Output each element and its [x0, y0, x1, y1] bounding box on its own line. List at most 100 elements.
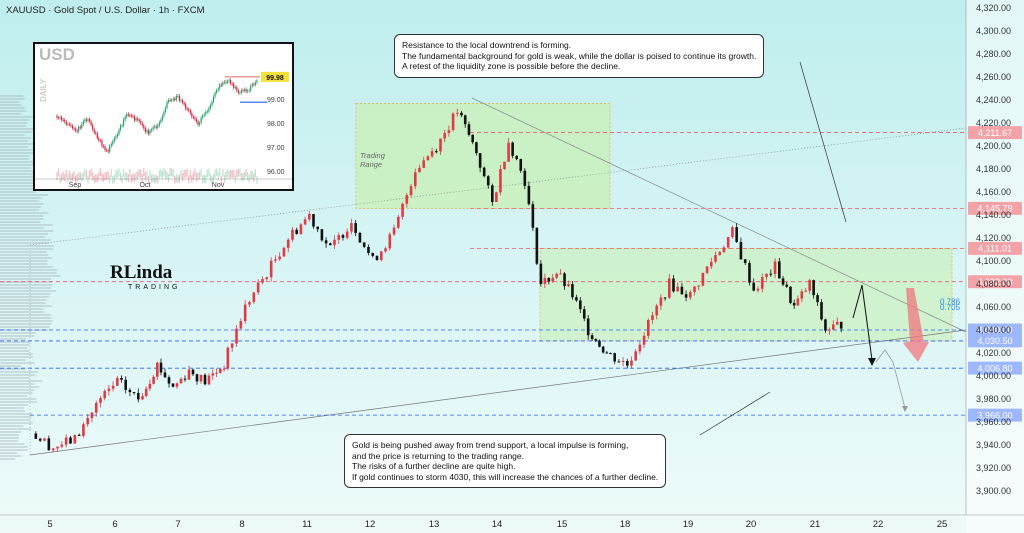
x-tick-label: 19	[683, 519, 694, 530]
inset-volume-bar	[175, 174, 177, 183]
candle-body	[478, 153, 482, 168]
volume-profile-bar	[0, 263, 48, 265]
inset-candle-body	[217, 88, 219, 91]
candle-body	[722, 247, 726, 252]
inset-candle-body	[150, 129, 153, 131]
inset-volume-bar	[240, 172, 243, 181]
volume-profile-bar	[0, 407, 24, 409]
volume-profile-bar	[0, 413, 33, 415]
inset-volume-bar	[223, 174, 225, 183]
inset-candle-body	[211, 101, 213, 106]
volume-profile-bar	[0, 368, 26, 370]
candle-body	[286, 239, 290, 248]
inset-volume-bar	[222, 168, 224, 177]
x-tick-label: 18	[620, 519, 631, 530]
y-tick-label: 4,120.00	[976, 233, 1011, 243]
volume-profile-bar	[0, 371, 39, 373]
inset-candle-body	[61, 117, 63, 120]
candle-body	[38, 438, 42, 441]
candle-body	[684, 294, 688, 298]
candle-body	[388, 234, 392, 249]
inset-candle-body	[223, 81, 225, 83]
inset-candle-body	[168, 99, 170, 102]
inset-candle-body	[143, 125, 145, 129]
inset-volume-bar	[119, 172, 122, 181]
inset-candle-body	[177, 95, 179, 97]
candle-body	[582, 309, 586, 319]
candle-body	[808, 280, 811, 291]
inset-candle-body	[183, 102, 185, 105]
volume-profile-bar	[0, 248, 54, 250]
time-axis[interactable]: 5 6 7 8 11 12 13 14 15 18 19 20 21 22 25	[0, 514, 1024, 530]
inset-candle-body	[216, 90, 218, 93]
y-tick-label: 3,980.00	[976, 394, 1011, 404]
candle-body	[503, 161, 506, 170]
y-tick-label: 4,240.00	[976, 95, 1011, 105]
inset-volume-bar	[73, 171, 75, 180]
volume-profile-bar	[0, 125, 26, 127]
candle-body	[555, 273, 558, 278]
volume-profile-bar	[0, 215, 44, 217]
inset-title: USD	[39, 45, 75, 64]
volume-profile-bar	[0, 179, 38, 181]
inset-candle-body	[140, 121, 142, 124]
inset-candle-body	[233, 84, 235, 88]
y-tick-label: 4,020.00	[976, 348, 1011, 358]
inset-candle-body	[126, 114, 128, 117]
inset-candle-body	[175, 95, 177, 100]
inset-volume-bar	[71, 173, 74, 182]
candle-body	[475, 142, 478, 154]
candle-body	[697, 285, 700, 287]
candle-body	[226, 347, 230, 369]
inset-volume-bar	[192, 171, 194, 180]
volume-profile-bar	[0, 158, 29, 160]
inset-candle-body	[88, 119, 91, 122]
volume-profile-bar	[0, 419, 31, 421]
inset-y-tick: 99.00	[267, 97, 285, 104]
inset-candle-body	[141, 123, 143, 126]
inset-candle-body	[116, 134, 119, 137]
inset-candle-body	[129, 115, 131, 116]
inset-volume-bar	[256, 175, 258, 184]
inset-candle-body	[240, 90, 243, 93]
inset-volume-bar	[146, 170, 148, 179]
volume-profile-bar	[0, 362, 35, 364]
candle-body	[312, 214, 315, 227]
candle-body	[748, 263, 751, 283]
inset-volume-bar	[169, 168, 171, 177]
inset-volume-bar	[172, 169, 174, 178]
volume-profile-bar	[0, 437, 20, 439]
candle-body	[499, 169, 502, 193]
y-tick-label: 4,320.00	[976, 3, 1011, 13]
volume-profile-bar	[0, 227, 44, 229]
price-axis[interactable]: 4,320.00 4,300.00 4,280.00 4,260.00 4,240.00…	[965, 0, 1024, 533]
candle-body	[103, 391, 106, 399]
channel-top-line	[29, 127, 967, 246]
volume-profile-bar	[0, 335, 35, 337]
volume-profile-bar	[0, 440, 18, 442]
candle-body	[839, 321, 843, 329]
candle-body	[86, 418, 89, 425]
candle-body	[171, 383, 175, 387]
candle-body	[519, 159, 523, 171]
candle-body	[144, 388, 148, 397]
candle-body	[333, 239, 336, 246]
inset-candle-body	[93, 129, 95, 133]
inset-candle-body	[237, 90, 239, 93]
inset-volume-bar	[247, 172, 249, 181]
inset-candle-body	[212, 96, 215, 102]
inset-volume-bar	[212, 173, 215, 182]
candle-body	[195, 374, 199, 382]
volume-profile-bar	[0, 290, 57, 292]
volume-profile-bar	[0, 194, 49, 196]
inset-candle-body	[225, 81, 227, 83]
inset-candle-body	[112, 141, 114, 145]
candle-body	[820, 302, 823, 320]
volume-profile-bar	[0, 449, 28, 451]
candle-body	[804, 290, 808, 292]
x-tick-label: 6	[112, 519, 117, 530]
inset-volume-bar	[155, 174, 157, 183]
inset-volume-bar	[209, 173, 212, 182]
volume-profile-bar	[0, 299, 47, 301]
